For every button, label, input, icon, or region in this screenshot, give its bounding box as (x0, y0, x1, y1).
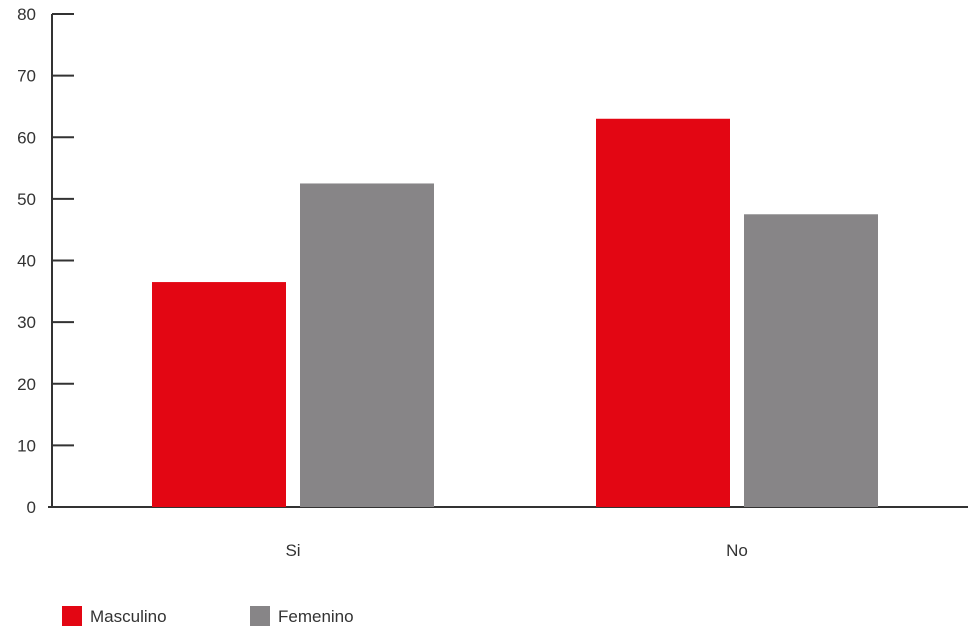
y-tick-label: 30 (17, 313, 36, 332)
y-tick-label: 40 (17, 252, 36, 271)
y-tick-label: 50 (17, 190, 36, 209)
bar-masculino-si (152, 282, 286, 507)
x-category-label: Si (285, 541, 300, 560)
legend-label: Masculino (90, 607, 167, 626)
y-tick-label: 70 (17, 67, 36, 86)
y-tick-label: 80 (17, 5, 36, 24)
bars (152, 118, 878, 507)
legend: Masculino Femenino (62, 606, 354, 626)
y-axis-ticks: 0 10 20 30 40 50 60 70 80 (17, 5, 74, 517)
bar-masculino-no (596, 118, 730, 507)
legend-swatch (62, 606, 82, 626)
legend-label: Femenino (278, 607, 354, 626)
y-tick-label: 60 (17, 128, 36, 147)
x-category-label: No (726, 541, 748, 560)
legend-item-masculino: Masculino (62, 606, 167, 626)
y-tick-label: 10 (17, 436, 36, 455)
bar-femenino-no (744, 214, 878, 507)
y-tick-label: 0 (27, 498, 36, 517)
y-tick-label: 20 (17, 375, 36, 394)
bar-femenino-si (300, 183, 434, 507)
x-axis-categories: Si No (285, 541, 747, 560)
legend-swatch (250, 606, 270, 626)
legend-item-femenino: Femenino (250, 606, 354, 626)
